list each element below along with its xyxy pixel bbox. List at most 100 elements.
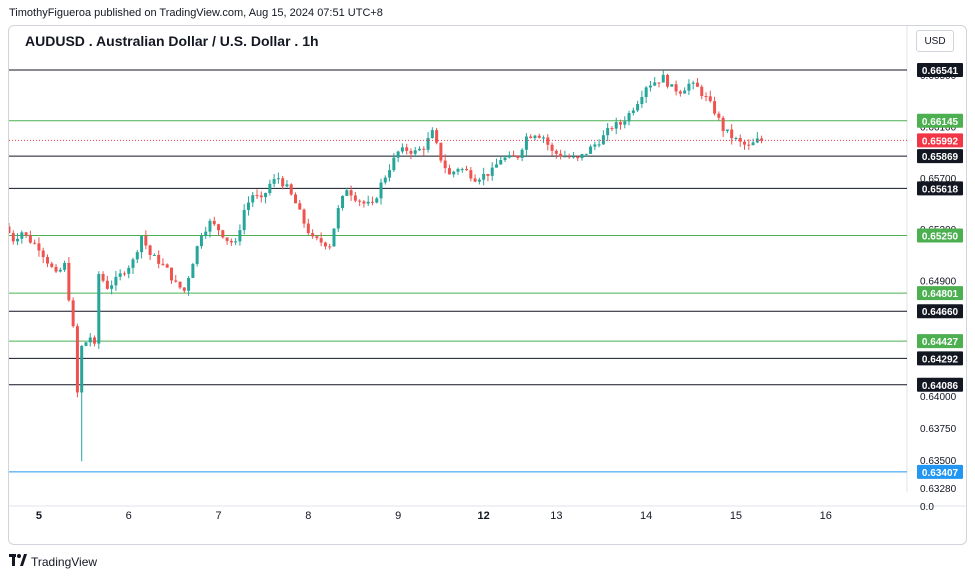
candle-body (370, 201, 374, 203)
candle-body (392, 157, 396, 171)
candle-body (601, 135, 605, 145)
candle-body (93, 337, 97, 344)
candle-body (657, 82, 661, 84)
candle-body (349, 190, 353, 196)
candle-body (627, 113, 631, 122)
candle-body (140, 235, 144, 253)
candle-body (67, 262, 71, 301)
candle-body (610, 128, 614, 130)
candle-body (28, 234, 32, 243)
level-price-badge (917, 181, 963, 196)
candle-body (9, 226, 11, 234)
level-price-badge (917, 62, 963, 77)
candle-body (319, 238, 323, 243)
level-price-label: 0.65250 (922, 232, 959, 243)
current-price-label: 0.65992 (922, 136, 959, 147)
candle-body (435, 130, 439, 143)
candle-body (234, 241, 238, 243)
level-price-badge (917, 228, 963, 243)
level-price-label: 0.64660 (922, 307, 959, 318)
candle-body (413, 150, 417, 154)
candle-body (725, 129, 729, 132)
candle-body (486, 173, 490, 176)
candle-body (259, 195, 263, 198)
candle-body (212, 220, 216, 225)
candle-body (618, 122, 622, 125)
candle-body (426, 138, 430, 150)
candle-body (323, 242, 327, 247)
y-tick-label: 0.63500 (920, 456, 957, 467)
candle-body (217, 224, 221, 231)
candle-body (199, 235, 203, 247)
candle-body (255, 195, 259, 197)
candle-body (755, 138, 759, 143)
candle-body (16, 238, 20, 242)
candle-body (221, 230, 225, 238)
level-price-label: 0.65618 (922, 184, 959, 195)
candle-body (606, 128, 610, 136)
candle-body (691, 82, 695, 84)
candle-body (447, 168, 451, 175)
candle-body (152, 254, 156, 256)
candle-body (516, 155, 520, 158)
candle-body (640, 97, 644, 105)
candle-body (708, 96, 712, 102)
candle-body (550, 144, 554, 151)
price-chart[interactable]: 0.665000.661000.657000.653000.649000.645… (9, 26, 967, 545)
candle-body (443, 160, 447, 169)
candle-body (131, 259, 135, 268)
candle-body (54, 266, 58, 272)
candle-body (161, 263, 165, 265)
level-price-label: 0.65869 (922, 152, 959, 163)
candle-body (678, 91, 682, 94)
candle-body (409, 150, 413, 154)
candle-body (542, 137, 546, 139)
candle-body (135, 252, 139, 260)
candle-body (674, 84, 678, 92)
candle-body (264, 193, 268, 198)
candle-body (11, 233, 15, 242)
candle-body (580, 154, 584, 159)
candle-body (499, 160, 503, 165)
candle-body (281, 178, 285, 187)
candle-body (524, 136, 528, 150)
candle-body (336, 208, 340, 229)
chart-frame: AUDUSD . Australian Dollar / U.S. Dollar… (8, 25, 967, 545)
candle-body (97, 274, 101, 344)
candle-body (246, 202, 250, 210)
candle-body (533, 135, 537, 139)
candle-body (101, 274, 105, 281)
candle-body (298, 203, 302, 210)
candle-body (251, 195, 255, 203)
candle-body (20, 232, 24, 239)
candle-body (45, 257, 49, 264)
level-price-label: 0.64292 (922, 354, 959, 365)
candle-body (37, 243, 41, 251)
candle-body (302, 209, 306, 224)
candle-body (473, 178, 477, 182)
candle-body (328, 246, 332, 248)
candle-body (238, 230, 242, 242)
x-tick-label: 5 (36, 510, 42, 522)
candle-body (614, 122, 618, 129)
tradingview-logo-icon[interactable] (9, 554, 27, 569)
candle-body (208, 220, 212, 232)
candle-body (469, 170, 473, 179)
candle-body (157, 254, 161, 264)
candle-body (178, 281, 182, 288)
footer-brand[interactable]: TradingView (31, 554, 98, 569)
x-tick-label: 12 (478, 510, 490, 522)
candle-body (661, 74, 665, 83)
candle-body (41, 250, 45, 258)
footer: TradingView (9, 554, 97, 569)
candle-body (430, 130, 434, 139)
candle-body (584, 153, 588, 155)
currency-button[interactable]: USD (916, 30, 954, 52)
candle-body (84, 342, 88, 346)
candle-body (345, 190, 349, 196)
candle-body (687, 83, 691, 91)
candle-body (405, 147, 409, 151)
level-price-label: 0.66145 (922, 117, 959, 128)
candle-body (670, 84, 674, 87)
candle-body (341, 195, 345, 209)
